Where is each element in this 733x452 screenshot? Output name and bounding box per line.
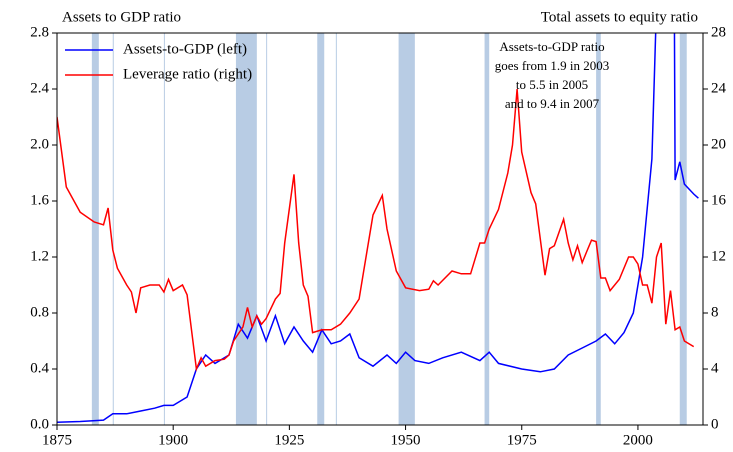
y2-tick-label: 8 <box>711 304 719 320</box>
shaded-period <box>266 33 268 425</box>
y2-tick-label: 28 <box>711 24 726 40</box>
axes: 0.0 0.4 0.8 1.2 1.6 2.0 2.4 2.8 0 4 8 12 16 20 24 28 187… <box>30 24 726 448</box>
annotation-line: to 5.5 in 2005 <box>516 77 588 92</box>
plot-frame <box>56 32 704 426</box>
shaded-period <box>112 33 114 425</box>
legend-label: Assets-to-GDP (left) <box>123 41 247 57</box>
shaded-period <box>398 33 415 425</box>
y-tick-label: 0.0 <box>30 416 49 432</box>
series-line <box>57 88 695 372</box>
annotation: Assets-to-GDP ratio goes from 1.9 in 2003… <box>495 39 609 111</box>
shaded-period <box>235 33 257 425</box>
shaded-period <box>335 33 337 425</box>
y-tick-label: 2.0 <box>30 136 49 152</box>
annotation-line: goes from 1.9 in 2003 <box>495 58 609 73</box>
y2-tick-label: 20 <box>711 136 726 152</box>
shaded-period <box>596 33 601 425</box>
left-axis-title: Assets to GDP ratio <box>62 9 181 25</box>
x-tick-label: 1875 <box>42 432 72 448</box>
y-tick-label: 1.6 <box>30 192 49 208</box>
y-tick-label: 2.4 <box>30 80 49 96</box>
y2-tick-label: 12 <box>711 248 726 264</box>
y-tick-label: 0.4 <box>30 360 49 376</box>
y2-tick-label: 4 <box>711 360 719 376</box>
legend: Assets-to-GDP (left) Leverage ratio (righ… <box>65 41 252 82</box>
annotation-line: Assets-to-GDP ratio <box>499 39 604 54</box>
right-axis-title: Total assets to equity ratio <box>541 9 698 25</box>
series-line <box>57 33 699 423</box>
shaded-bands <box>91 33 687 425</box>
shaded-period <box>679 33 687 425</box>
lines <box>57 33 699 423</box>
x-tick-label: 1925 <box>274 432 304 448</box>
x-tick-label: 1975 <box>507 432 537 448</box>
y-tick-label: 0.8 <box>30 304 49 320</box>
y2-tick-label: 0 <box>711 416 719 432</box>
y2-tick-label: 16 <box>711 192 727 208</box>
shaded-period <box>317 33 325 425</box>
annotation-line: and to 9.4 in 2007 <box>505 96 600 111</box>
legend-label: Leverage ratio (right) <box>123 66 252 82</box>
y2-tick-label: 24 <box>711 80 727 96</box>
x-tick-label: 1900 <box>158 432 188 448</box>
y-tick-label: 2.8 <box>30 24 49 40</box>
y-tick-label: 1.2 <box>30 248 49 264</box>
shaded-period <box>163 33 165 425</box>
shaded-period <box>91 33 99 425</box>
x-tick-label: 2000 <box>623 432 653 448</box>
x-tick-label: 1950 <box>391 432 421 448</box>
shaded-period <box>484 33 490 425</box>
